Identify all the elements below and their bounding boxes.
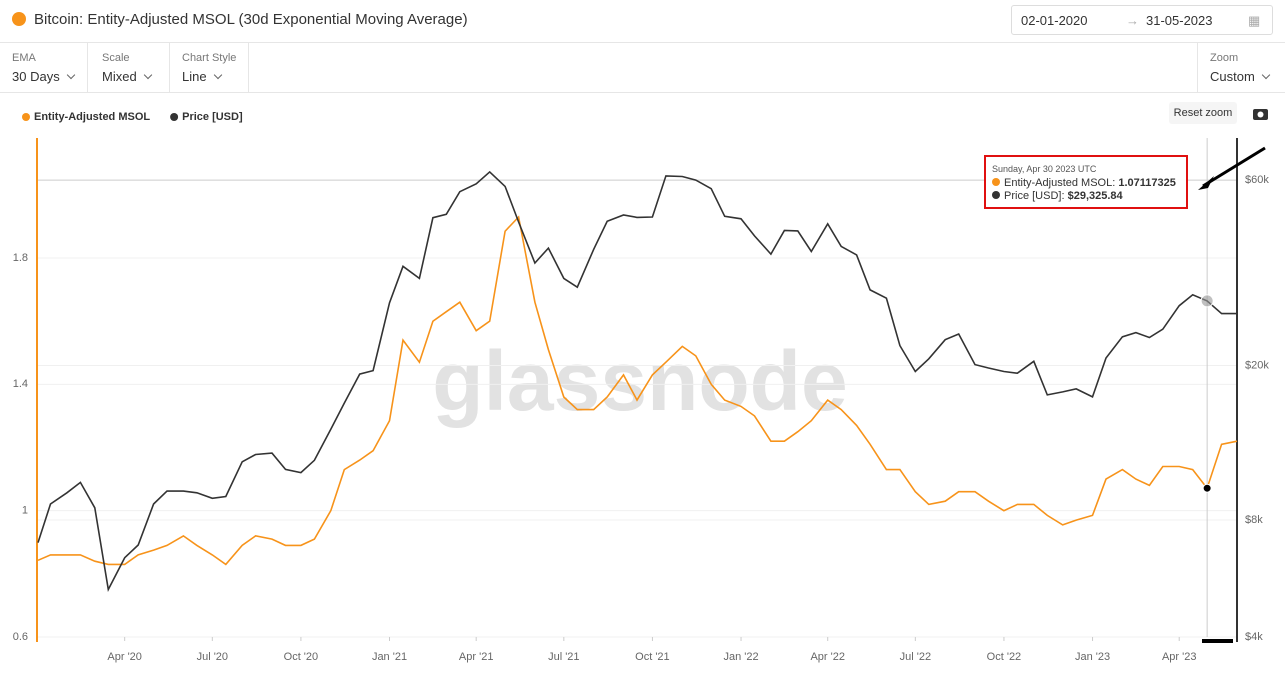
- legend-label: Price [USD]: [182, 111, 243, 123]
- series-line: [37, 215, 1238, 566]
- bitcoin-icon: [12, 12, 26, 26]
- x-tick-label: Oct '22: [987, 651, 1022, 663]
- y-tick-label: 0.6: [13, 631, 28, 643]
- tooltip-name: Price [USD]: [1004, 190, 1065, 202]
- plot-area: 0.6 1 1.4 1.8 $4k $8k $20k $60k Apr '20 Jul '20 Oc…: [13, 138, 1269, 663]
- camera-icon[interactable]: [1253, 109, 1268, 120]
- tooltip-name: Entity-Adjusted MSOL: [1004, 177, 1115, 189]
- control-value[interactable]: 30 Days: [12, 69, 74, 84]
- x-tick-label: Jul '20: [197, 651, 228, 663]
- x-tick-label: Oct '20: [284, 651, 319, 663]
- x-tick-label: Jan '21: [372, 651, 407, 663]
- annotation-arrow: [1202, 146, 1266, 188]
- y2-tick-label: $4k: [1245, 631, 1263, 643]
- x-tick-label: Apr '23: [1162, 651, 1197, 663]
- tooltip: Sunday, Apr 30 2023 UTC Entity-Adjusted …: [984, 155, 1188, 209]
- control-label: Chart Style: [182, 52, 237, 64]
- reset-zoom-button[interactable]: Reset zoom: [1169, 102, 1237, 124]
- date-range[interactable]: 02-01-2020 → 31-05-2023 ▦: [1011, 5, 1273, 35]
- tooltip-dot: [992, 191, 1000, 199]
- hover-point: [1202, 483, 1212, 493]
- series-line: [37, 170, 1237, 593]
- scale-control[interactable]: Scale Mixed: [90, 43, 170, 92]
- control-value[interactable]: Line: [182, 69, 221, 84]
- page-title: Bitcoin: Entity-Adjusted MSOL (30d Expon…: [34, 11, 468, 28]
- tooltip-value: $29,325.84: [1067, 190, 1123, 202]
- x-tick-label: Jan '23: [1075, 651, 1110, 663]
- y-tick-label: 1.8: [13, 252, 28, 264]
- legend-label: Entity-Adjusted MSOL: [34, 111, 150, 123]
- tooltip-row: Entity-Adjusted MSOL 1.07117325: [992, 177, 1176, 189]
- hover-point: [1200, 294, 1214, 308]
- control-value[interactable]: Custom: [1210, 69, 1269, 84]
- x-tick-label: Apr '20: [107, 651, 142, 663]
- x-tick-label: Apr '21: [459, 651, 494, 663]
- control-label: EMA: [12, 52, 36, 64]
- annotation-arrowhead: [1198, 176, 1214, 190]
- header: Bitcoin: Entity-Adjusted MSOL (30d Expon…: [0, 0, 1285, 43]
- legend-dot: [170, 113, 179, 121]
- tooltip-row: Price [USD] $29,325.84: [992, 190, 1123, 202]
- y2-tick-label: $20k: [1245, 359, 1269, 371]
- x-tick-label: Jul '21: [548, 651, 579, 663]
- controls-bar: EMA 30 Days Scale Mixed Chart Style Line Zo…: [0, 43, 1285, 93]
- navigator-handle[interactable]: [1202, 639, 1233, 643]
- date-to[interactable]: 31-05-2023: [1146, 13, 1213, 28]
- y2-tick-label: $8k: [1245, 514, 1263, 526]
- tooltip-value: 1.07117325: [1118, 177, 1176, 189]
- style-control[interactable]: Chart Style Line: [170, 43, 249, 92]
- zoom-control[interactable]: Zoom Custom: [1197, 43, 1285, 92]
- x-tick-label: Jul '22: [900, 651, 931, 663]
- watermark: glassnode: [432, 334, 847, 428]
- control-value[interactable]: Mixed: [102, 69, 151, 84]
- y-tick-label: 1.4: [13, 378, 28, 390]
- control-label: Scale: [102, 52, 130, 64]
- tooltip-title: Sunday, Apr 30 2023 UTC: [992, 164, 1097, 174]
- date-from[interactable]: 02-01-2020: [1021, 13, 1088, 28]
- x-tick-label: Apr '22: [810, 651, 845, 663]
- legend-dot: [22, 113, 30, 121]
- calendar-icon[interactable]: ▦: [1248, 13, 1261, 28]
- x-tick-label: Jan '22: [723, 651, 758, 663]
- y2-tick-label: $60k: [1245, 174, 1269, 186]
- ema-control[interactable]: EMA 30 Days: [0, 43, 88, 92]
- control-label: Zoom: [1210, 52, 1239, 64]
- y-tick-label: 1: [22, 505, 28, 517]
- tooltip-dot: [992, 178, 1000, 186]
- arrow-icon: →: [1126, 13, 1139, 28]
- x-tick-label: Oct '21: [635, 651, 670, 663]
